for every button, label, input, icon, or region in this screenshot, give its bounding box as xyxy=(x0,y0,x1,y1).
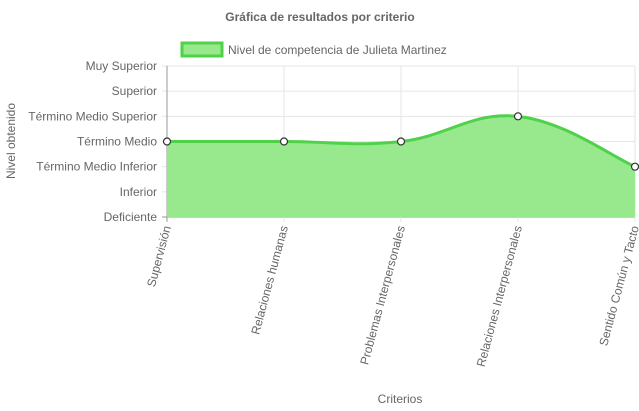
x-tick-label: Relaciones humanas xyxy=(248,224,291,336)
data-point xyxy=(279,137,289,146)
legend-swatch xyxy=(180,41,224,58)
x-tick-label: Relaciones Interpersonales xyxy=(474,224,525,368)
y-tick-label: Superior xyxy=(112,84,157,98)
y-tick-label: Término Medio Inferior xyxy=(36,160,157,174)
x-tick-label: Problemas Interpersonales xyxy=(357,224,408,366)
x-tick-labels: Supervisión Relaciones humanas Problemas I… xyxy=(144,224,639,368)
y-axis-title: Nivel obtenido xyxy=(4,103,18,179)
legend[interactable]: Nivel de competencia de Julieta Martinez xyxy=(180,41,447,58)
x-axis-title: Criterios xyxy=(378,392,423,406)
y-tick-labels: Deficiente Inferior Término Medio Inferior… xyxy=(28,59,157,224)
data-point xyxy=(630,162,639,171)
data-point xyxy=(396,137,406,146)
y-tick-label: Deficiente xyxy=(104,210,158,224)
data-point xyxy=(513,112,523,121)
legend-label: Nivel de competencia de Julieta Martinez xyxy=(228,43,447,57)
chart-title: Gráfica de resultados por criterio xyxy=(225,10,414,24)
series-fill xyxy=(167,115,635,217)
y-tick-label: Inferior xyxy=(120,185,157,199)
x-tick-label: Sentido Común y Tacto xyxy=(596,224,639,348)
data-point xyxy=(162,137,172,146)
x-tick-label: Supervisión xyxy=(144,224,174,288)
y-tick-label: Muy Superior xyxy=(86,59,157,73)
y-tick-label: Término Medio Superior xyxy=(28,109,157,123)
y-tick-label: Término Medio xyxy=(77,135,157,149)
data-points xyxy=(162,112,639,171)
